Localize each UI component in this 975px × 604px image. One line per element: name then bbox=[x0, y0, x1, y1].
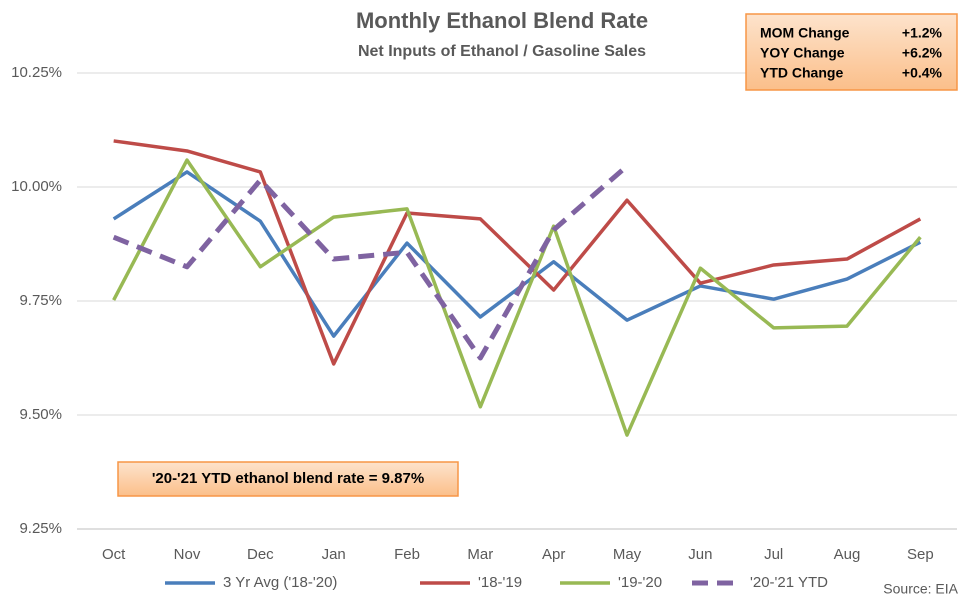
y-tick-label: 10.00% bbox=[11, 178, 62, 195]
x-tick-label: May bbox=[613, 546, 642, 563]
series-line bbox=[113, 139, 922, 366]
series-line bbox=[112, 164, 629, 361]
callout-text: '20-'21 YTD ethanol blend rate = 9.87% bbox=[152, 470, 424, 487]
x-tick-label: Aug bbox=[834, 546, 861, 563]
x-tick-label: Jul bbox=[764, 546, 783, 563]
legend-label: '20-'21 YTD bbox=[750, 574, 828, 591]
source: Source: EIA bbox=[883, 581, 958, 597]
chart-subtitle: Net Inputs of Ethanol / Gasoline Sales bbox=[358, 43, 646, 60]
x-tick-label: Mar bbox=[467, 546, 493, 563]
x-tick-label: Dec bbox=[247, 546, 274, 563]
summary-value: +6.2% bbox=[902, 45, 943, 61]
plot-area: 9.25% 9.50% 9.75% 10.00% 10.25% Oct Nov Dec Jan F… bbox=[11, 64, 957, 563]
chart-title: Monthly Ethanol Blend Rate bbox=[356, 8, 648, 33]
legend-label: '19-'20 bbox=[618, 574, 662, 591]
y-tick-label: 9.25% bbox=[19, 520, 62, 537]
y-tick-label: 10.25% bbox=[11, 64, 62, 81]
y-tick-label: 9.75% bbox=[19, 292, 62, 309]
x-tick-label: Feb bbox=[394, 546, 420, 563]
summary-label: YTD Change bbox=[760, 65, 843, 81]
callout-box bbox=[117, 461, 459, 497]
legend-label: '18-'19 bbox=[478, 574, 522, 591]
summary-label: MOM Change bbox=[760, 25, 850, 41]
x-tick-label: Oct bbox=[102, 546, 126, 563]
legend-label: 3 Yr Avg ('18-'20) bbox=[223, 574, 337, 591]
series-line bbox=[112, 158, 922, 437]
summary-box bbox=[745, 13, 958, 91]
x-tick-label: Nov bbox=[174, 546, 201, 563]
summary-value: +0.4% bbox=[902, 65, 943, 81]
y-tick-label: 9.50% bbox=[19, 406, 62, 423]
x-tick-label: Jun bbox=[688, 546, 712, 563]
x-tick-label: Apr bbox=[542, 546, 565, 563]
summary-value: +1.2% bbox=[902, 25, 943, 41]
x-tick-label: Jan bbox=[322, 546, 346, 563]
x-tick-label: Sep bbox=[907, 546, 934, 563]
summary-label: YOY Change bbox=[760, 45, 845, 61]
